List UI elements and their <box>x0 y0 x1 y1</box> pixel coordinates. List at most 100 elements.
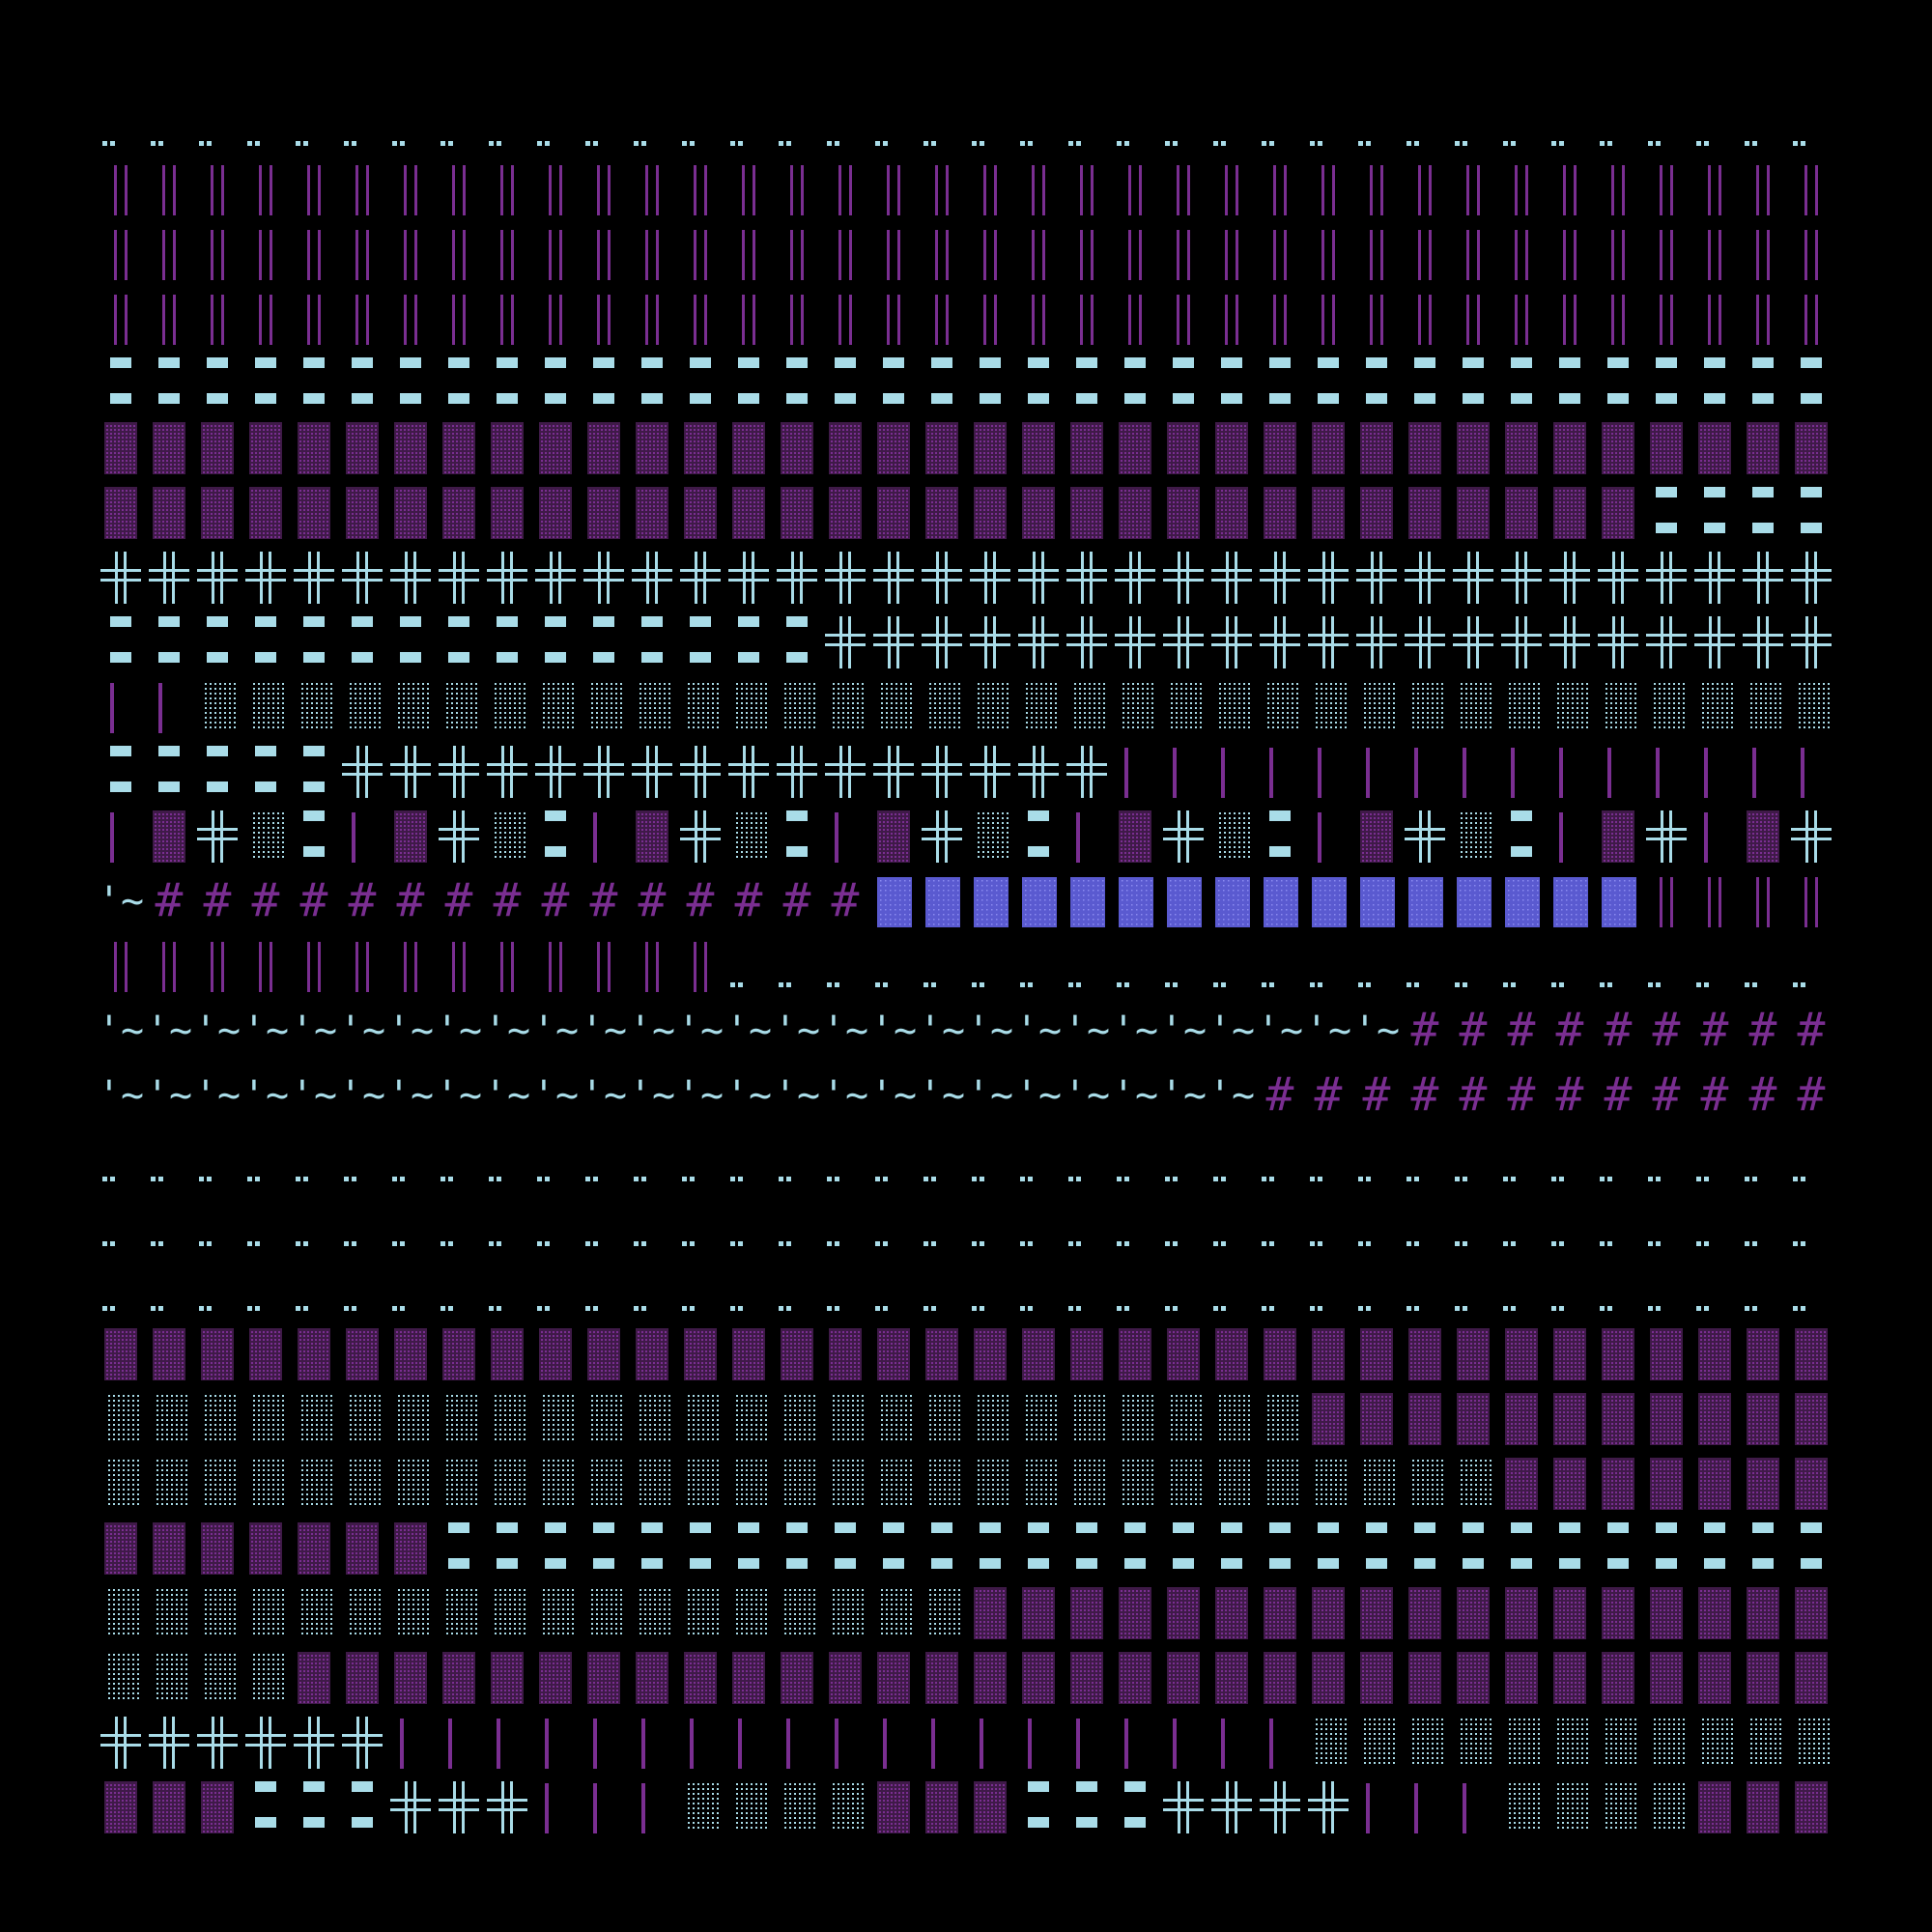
dash-pair-glyph <box>545 810 566 857</box>
dash-pair-glyph <box>1028 810 1049 857</box>
dotted-block-glyph-run <box>386 805 435 863</box>
double-bar-glyph-run <box>1642 869 1835 927</box>
dotted-block-glyph <box>104 1328 1828 1380</box>
dash-pair-glyph <box>786 810 808 857</box>
dotted-block-glyph <box>1505 1458 1828 1510</box>
glyph-row <box>97 934 1835 992</box>
speckle-block-glyph <box>253 812 284 858</box>
double-cross-glyph-run <box>435 805 483 863</box>
double-bar-glyph <box>114 230 1818 280</box>
dotted-block-glyph <box>394 810 427 863</box>
tilde-quote-glyph: '~ '~ '~ '~ '~ '~ '~ '~ '~ '~ '~ '~ '~ '~ '~ '~ '~ '~ '~ '~… <box>98 1073 1255 1118</box>
double-cross-glyph <box>390 1781 527 1833</box>
glyph-row <box>97 611 1835 668</box>
dotted-block-glyph-run <box>966 1581 1835 1639</box>
hash-glyph-run: # # # # # # # # # <box>1401 999 1835 1057</box>
dash-pair-glyph <box>255 1781 373 1828</box>
dot-pair-glyph-run <box>97 1258 1835 1316</box>
double-cross-glyph <box>100 1717 383 1769</box>
dash-pair-glyph-run <box>290 805 338 863</box>
tilde-quote-glyph-run: '~ '~ '~ '~ '~ '~ '~ '~ '~ '~ '~ '~ '~ '~ '~ '~ '~ '~ '~ '~… <box>97 1064 1256 1122</box>
glyph-row: '~ '~ '~ '~ '~ '~ '~ '~ '~ '~ '~ '~ '~ '~ '~ '~ '~ '~ '~ '~… <box>97 1064 1835 1122</box>
single-bar-glyph-run <box>1111 740 1835 798</box>
double-cross-glyph-run <box>1401 805 1449 863</box>
single-bar-glyph-run <box>97 805 145 863</box>
tilde-quote-glyph: '~'~'~'~'~'~'~'~'~'~'~'~'~ <box>966 1840 1594 1841</box>
speckle-block-glyph-run <box>242 805 290 863</box>
speckle-block-glyph-run <box>483 805 531 863</box>
double-cross-glyph-run <box>918 805 966 863</box>
double-bar-glyph <box>97 1840 338 1841</box>
double-bar-glyph <box>114 942 707 992</box>
dotted-block-glyph-run <box>628 805 676 863</box>
solid-block-glyph <box>877 877 1636 927</box>
dotted-block-glyph-run <box>1352 805 1401 863</box>
single-bar-glyph <box>1704 812 1708 863</box>
dash-pair-glyph-run <box>1256 805 1304 863</box>
double-cross-glyph-run <box>338 740 1111 798</box>
blank-space-run <box>338 1840 966 1841</box>
double-cross-glyph-run <box>821 611 1835 668</box>
dotted-block-glyph <box>153 810 185 863</box>
dash-pair-glyph-run <box>1497 805 1546 863</box>
speckle-block-glyph <box>736 812 767 858</box>
dot-pair-glyph-run <box>97 1128 1835 1186</box>
speckle-block-glyph-run <box>724 805 773 863</box>
tilde-quote-glyph-run: '~ <box>97 869 145 927</box>
dotted-block-glyph <box>104 1781 234 1833</box>
speckle-block-glyph-run <box>1449 805 1497 863</box>
glyph-row <box>97 416 1835 474</box>
single-bar-glyph <box>593 812 597 863</box>
dash-pair-glyph-run <box>531 805 580 863</box>
double-bar-glyph-run <box>97 222 1835 280</box>
dash-pair-glyph-run <box>242 1776 386 1833</box>
dotted-block-glyph <box>1698 1781 1828 1833</box>
single-bar-glyph <box>1076 812 1080 863</box>
single-bar-glyph-run <box>1352 1776 1497 1833</box>
double-cross-glyph <box>1163 810 1204 863</box>
dash-pair-glyph <box>1269 810 1291 857</box>
single-bar-glyph-run <box>580 805 628 863</box>
dotted-block-glyph-run <box>1304 1387 1835 1445</box>
glyph-row: '~ # # # # # # # # # # # # # # # <box>97 869 1835 927</box>
dotted-block-glyph <box>298 1652 1828 1704</box>
single-bar-glyph-run <box>1546 805 1594 863</box>
double-cross-glyph <box>922 810 962 863</box>
dotted-block-glyph <box>1602 810 1634 863</box>
double-cross-glyph <box>1163 1781 1349 1833</box>
dash-pair-glyph <box>110 746 325 792</box>
dot-pair-glyph <box>102 1306 1805 1311</box>
speckle-block-glyph <box>108 1589 960 1634</box>
single-bar-glyph <box>1318 812 1321 863</box>
dotted-block-glyph <box>877 1781 1007 1833</box>
double-bar-glyph <box>114 165 1818 215</box>
dotted-block-glyph <box>877 810 910 863</box>
double-cross-glyph-run <box>676 805 724 863</box>
glyph-row <box>97 93 1835 151</box>
dotted-block-glyph-run <box>290 1646 1835 1704</box>
dot-pair-glyph <box>730 982 1805 987</box>
single-bar-glyph-run <box>338 805 386 863</box>
glyph-row <box>97 805 1835 863</box>
tilde-quote-glyph-run: '~'~'~'~'~'~'~'~'~'~'~'~'~ <box>966 1840 1594 1841</box>
dot-pair-glyph-run <box>724 934 1835 992</box>
single-bar-glyph <box>1559 812 1563 863</box>
speckle-block-glyph-run <box>1304 1711 1835 1769</box>
double-bar-glyph-run <box>97 287 1835 345</box>
tilde-quote-glyph: '~ '~ '~ '~ '~ '~ '~ '~ '~ '~ '~ '~ '~ '~ '~ '~ '~ '~ '~ '~… <box>98 1009 1400 1053</box>
glyph-row <box>97 481 1835 539</box>
dotted-block-glyph <box>974 1587 1828 1639</box>
glyph-row <box>97 1776 1835 1833</box>
glyph-row <box>97 1387 1835 1445</box>
single-bar-glyph <box>1366 1783 1466 1833</box>
double-cross-glyph-run <box>1159 1776 1352 1833</box>
dotted-block-glyph-run <box>1111 805 1159 863</box>
double-cross-glyph-run <box>1642 805 1690 863</box>
double-bar-glyph-run <box>97 1840 338 1841</box>
dash-pair-glyph-run <box>97 352 1835 410</box>
dotted-block-glyph-run <box>97 1517 435 1575</box>
glyph-row <box>97 1646 1835 1704</box>
speckle-block-glyph <box>1219 812 1250 858</box>
single-bar-glyph-run <box>531 1776 676 1833</box>
